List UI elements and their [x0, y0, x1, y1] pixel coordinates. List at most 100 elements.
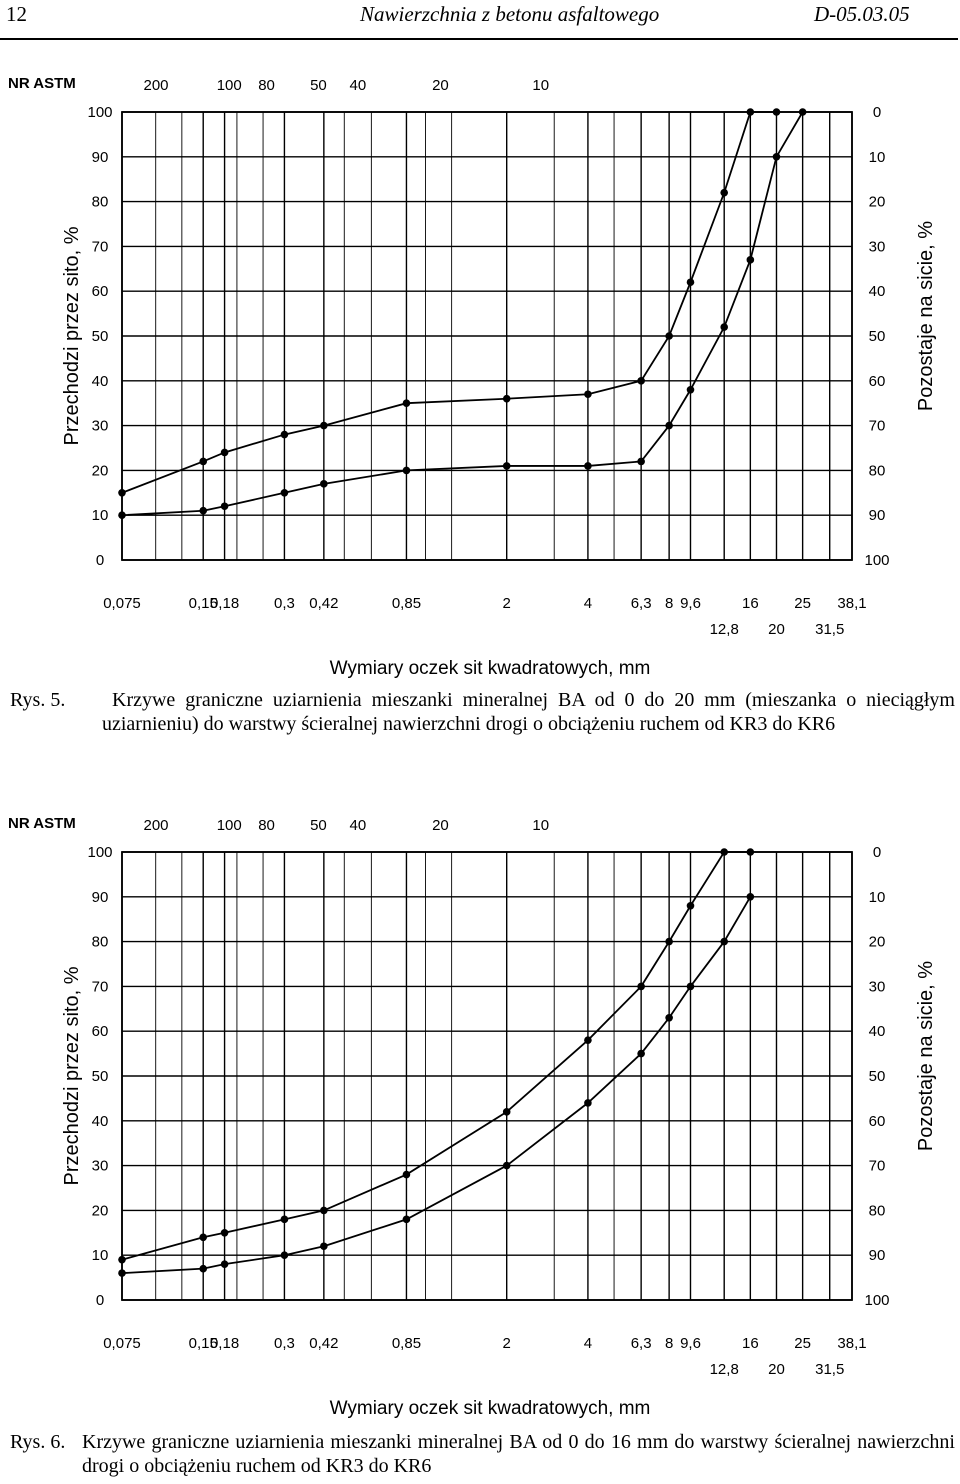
data-point	[118, 1255, 126, 1264]
data-point	[118, 489, 126, 497]
right-tick-label: 100	[864, 552, 889, 569]
left-tick-label: 50	[92, 1068, 109, 1085]
caption-label: Rys. 5.	[10, 689, 66, 711]
sieve-size-label: 4	[584, 1335, 592, 1352]
x-axis-title: Wymiary oczek sit kwadratowych, mm	[330, 658, 651, 679]
astm-tick-label: 100	[217, 817, 242, 834]
sieve-size-label: 0,42	[309, 1335, 338, 1352]
data-point	[637, 982, 645, 991]
data-point	[720, 188, 728, 197]
right-tick-label: 20	[869, 194, 886, 211]
sieve-size-label: 0,15	[189, 595, 218, 612]
left-tick-label: 80	[92, 934, 109, 951]
data-point	[199, 1233, 208, 1242]
data-point	[720, 937, 728, 946]
sieve-size-label: 0,3	[274, 595, 295, 612]
astm-tick-label: 80	[258, 77, 275, 94]
astm-tick-label: 50	[310, 77, 327, 94]
grading-chart-svg: NR ASTM 200 100 80 50 40 20 1010090807060504030…	[8, 75, 937, 679]
data-point	[772, 108, 781, 116]
sieve-size-label: 9,6	[680, 595, 701, 612]
sieve-size-label: 0,85	[392, 1335, 421, 1352]
document-title: Nawierzchnia z betonu asfaltowego	[360, 2, 660, 26]
sieve-size-label: 25	[794, 1335, 811, 1352]
data-point	[220, 502, 229, 511]
data-point	[584, 390, 592, 399]
right-tick-label: 80	[869, 462, 886, 479]
data-point	[584, 1099, 592, 1107]
data-point	[502, 462, 511, 470]
left-tick-label: 20	[92, 1202, 109, 1219]
left-tick-label: 0	[96, 552, 104, 569]
sieve-size-label: 8	[665, 595, 673, 612]
data-point	[199, 1264, 208, 1273]
left-tick-label: 0	[96, 1292, 104, 1309]
data-point	[637, 377, 645, 385]
astm-tick-label: 10	[532, 817, 549, 834]
sieve-size-label: 2	[503, 595, 511, 612]
data-point	[502, 1108, 511, 1116]
data-point	[402, 399, 411, 408]
data-point	[280, 489, 289, 497]
data-point	[584, 1036, 592, 1044]
grading-chart-svg: NR ASTM 200 100 80 50 40 20 1010090807060504030…	[8, 815, 937, 1419]
data-point	[280, 1251, 289, 1259]
plot-frame	[121, 111, 853, 561]
left-tick-label: 30	[92, 418, 109, 435]
sieve-size-label: 6,3	[631, 1335, 652, 1352]
data-point	[686, 901, 695, 910]
right-tick-label: 60	[869, 373, 886, 390]
data-point	[798, 108, 807, 116]
astm-tick-label: 10	[532, 77, 549, 94]
astm-tick-label: 200	[143, 817, 168, 834]
grading-chart-rys5: NR ASTM 200 100 80 50 40 20 10 100 90 80 70 60 50 40 30…	[0, 60, 960, 680]
right-tick-label: 70	[869, 1158, 886, 1175]
right-tick-label: 10	[869, 149, 886, 166]
data-point	[686, 385, 695, 394]
data-point	[665, 421, 673, 430]
astm-tick-label: 20	[432, 817, 449, 834]
astm-tick-label: 100	[217, 77, 242, 94]
right-tick-label: 50	[869, 328, 886, 345]
left-tick-label: 60	[92, 1023, 109, 1040]
data-point	[746, 848, 755, 856]
left-tick-label: 20	[92, 462, 109, 479]
sieve-size-label: 0,3	[274, 1335, 295, 1352]
left-tick-label: 40	[92, 1113, 109, 1130]
left-axis-title: Przechodzi przez sito, %	[61, 966, 83, 1185]
left-tick-label: 80	[92, 194, 109, 211]
x-axis-title: Wymiary oczek sit kwadratowych, mm	[330, 1398, 651, 1419]
data-point	[199, 506, 208, 515]
left-tick-label: 30	[92, 1158, 109, 1175]
right-axis-title: Pozostaje na sicie, %	[915, 221, 937, 411]
data-point	[584, 462, 592, 470]
right-tick-label: 60	[869, 1113, 886, 1130]
sieve-size-label: 38,1	[837, 595, 866, 612]
sieve-size-label: 0,18	[210, 595, 239, 612]
data-point	[686, 982, 695, 991]
left-tick-label: 70	[92, 978, 109, 995]
right-tick-label: 30	[869, 978, 886, 995]
data-point	[746, 893, 755, 901]
left-tick-label: 50	[92, 328, 109, 345]
left-tick-label: 60	[92, 283, 109, 300]
right-tick-label: 40	[869, 1023, 886, 1040]
plot-frame	[121, 851, 853, 1301]
data-point	[280, 430, 289, 439]
data-point	[686, 278, 695, 287]
sieve-size-label: 31,5	[815, 621, 844, 638]
data-point	[665, 1013, 673, 1022]
data-point	[502, 394, 511, 403]
data-point	[637, 1049, 645, 1058]
astm-tick-label: 200	[143, 77, 168, 94]
sieve-size-label: 0,15	[189, 1335, 218, 1352]
astm-label: NR ASTM	[8, 75, 76, 92]
specification-code: D-05.03.05	[814, 2, 910, 26]
left-tick-label: 10	[92, 1247, 109, 1264]
right-tick-label: 50	[869, 1068, 886, 1085]
figure-caption-rys6: Rys. 6. Krzywe graniczne uziarnienia mie…	[10, 1430, 955, 1482]
sieve-size-label: 25	[794, 595, 811, 612]
data-point	[720, 848, 728, 856]
right-axis-title: Pozostaje na sicie, %	[915, 961, 937, 1151]
data-point	[220, 1229, 229, 1237]
